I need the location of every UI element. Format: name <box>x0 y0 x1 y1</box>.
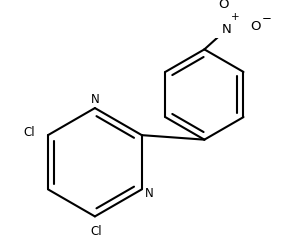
Text: O: O <box>218 0 229 11</box>
Text: N: N <box>145 187 154 200</box>
Text: N: N <box>91 93 99 105</box>
Text: +: + <box>230 12 239 22</box>
Text: Cl: Cl <box>23 126 35 139</box>
Text: N: N <box>222 23 232 35</box>
Text: −: − <box>261 12 271 25</box>
Text: O: O <box>250 20 261 33</box>
Text: Cl: Cl <box>90 225 102 238</box>
